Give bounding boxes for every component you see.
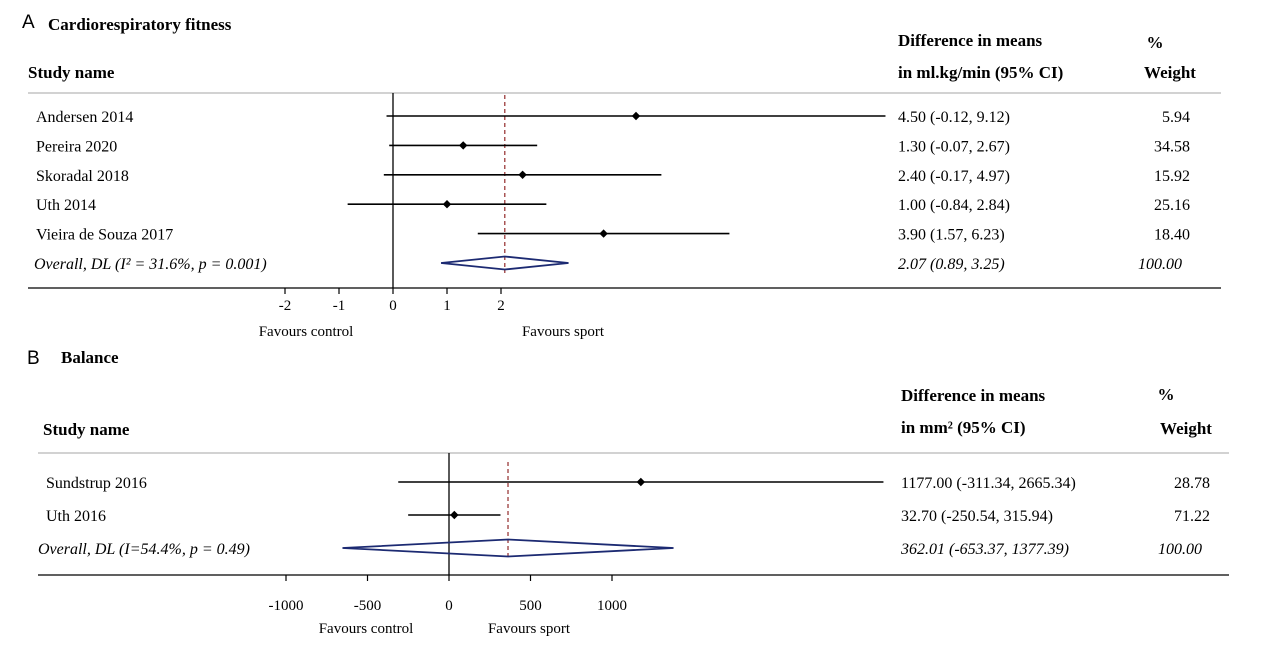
panel-a-study-name: Skoradal 2018: [36, 168, 129, 185]
panel-a-point-estimate: [442, 200, 452, 209]
panel-b-study-header: Study name: [43, 420, 130, 439]
panel-a-weight-value: 25.16: [1154, 197, 1190, 214]
panel-a-effect-header-line1: Difference in means: [898, 31, 1043, 50]
panel-b-weight-header-line2: Weight: [1160, 419, 1212, 438]
panel-a-point-estimate: [518, 170, 527, 179]
panel-a-x-tick-label: 0: [389, 298, 397, 314]
panel-a-ci-text: 3.90 (1.57, 6.23): [898, 227, 1005, 244]
panel-b-favours-control-label: Favours control: [319, 621, 414, 637]
panel-a-ci-text: 4.50 (-0.12, 9.12): [898, 109, 1010, 126]
panel-a-study-name: Andersen 2014: [36, 109, 133, 126]
panel-a-ci-text: 2.40 (-0.17, 4.97): [898, 168, 1010, 185]
panel-a-point-estimate: [631, 111, 641, 121]
panel-b-study-name: Uth 2016: [46, 508, 106, 525]
panel-b-title: Balance: [61, 348, 119, 367]
panel-a-weight-value: 15.92: [1154, 168, 1190, 185]
panel-a-ci-text: 1.00 (-0.84, 2.84): [898, 197, 1010, 214]
panel-b-point-estimate: [450, 510, 459, 520]
panel-b-overall-weight: 100.00: [1158, 541, 1202, 558]
panel-b-x-tick-label: 500: [519, 598, 542, 614]
panel-a-study-name: Pereira 2020: [36, 138, 117, 155]
panel-a-title: Cardiorespiratory fitness: [48, 15, 232, 34]
panel-b-ci-text: 32.70 (-250.54, 315.94): [901, 508, 1053, 525]
panel-b-letter: B: [27, 348, 40, 369]
panel-a-point-estimate: [599, 229, 608, 238]
panel-b-overall-label: Overall, DL (I=54.4%, p = 0.49): [38, 541, 250, 558]
panel-b-favours-sport-label: Favours sport: [488, 621, 571, 637]
panel-a-ci-text: 1.30 (-0.07, 2.67): [898, 138, 1010, 155]
panel-b-effect-header-line1: Difference in means: [901, 386, 1046, 405]
panel-a-x-tick-label: -2: [279, 298, 292, 314]
panel-a-weight-value: 18.40: [1154, 227, 1190, 244]
panel-b-weight-value: 71.22: [1174, 508, 1210, 525]
panel-b-ci-text: 1177.00 (-311.34, 2665.34): [901, 475, 1076, 492]
panel-a-overall-ci-text: 2.07 (0.89, 3.25): [898, 256, 1005, 273]
panel-b-point-estimate: [636, 477, 646, 487]
panel-b-effect-header-line2: in mm² (95% CI): [901, 418, 1026, 437]
panel-b-study-name: Sundstrup 2016: [46, 475, 147, 492]
panel-a-point-estimate: [459, 141, 468, 150]
panel-a-favours-control-label: Favours control: [259, 324, 354, 340]
panel-b-x-tick-label: -1000: [269, 598, 304, 614]
panel-a-favours-sport-label: Favours sport: [522, 324, 605, 340]
panel-b-x-tick-label: 0: [445, 598, 453, 614]
panel-a-overall-diamond: [440, 255, 569, 271]
panel-a-x-tick-label: 2: [497, 298, 505, 314]
panel-a-overall-label: Overall, DL (I² = 31.6%, p = 0.001): [34, 256, 267, 273]
panel-a-weight-value: 5.94: [1162, 109, 1190, 126]
panel-b-overall-diamond: [342, 538, 674, 558]
panel-b-weight-value: 28.78: [1174, 475, 1210, 492]
panel-b-x-tick-label: 1000: [597, 598, 627, 614]
panel-a-effect-header-line2: in ml.kg/min (95% CI): [898, 63, 1063, 82]
panel-a-study-header: Study name: [28, 63, 115, 82]
panel-a-overall-weight: 100.00: [1138, 256, 1182, 273]
panel-a-weight-header-line2: Weight: [1144, 63, 1196, 82]
panel-b-overall-ci-text: 362.01 (-653.37, 1377.39): [900, 541, 1069, 558]
panel-a-study-name: Uth 2014: [36, 197, 96, 214]
panel-a-x-tick-label: -1: [333, 298, 346, 314]
panel-b-weight-header-line1: %: [1158, 385, 1175, 404]
panel-a-weight-header-line1: %: [1147, 33, 1164, 52]
panel-a-letter: A: [22, 12, 35, 33]
panel-a-study-name: Vieira de Souza 2017: [36, 227, 173, 244]
panel-a-weight-value: 34.58: [1154, 138, 1190, 155]
panel-a-x-tick-label: 1: [443, 298, 451, 314]
panel-b-x-tick-label: -500: [354, 598, 382, 614]
